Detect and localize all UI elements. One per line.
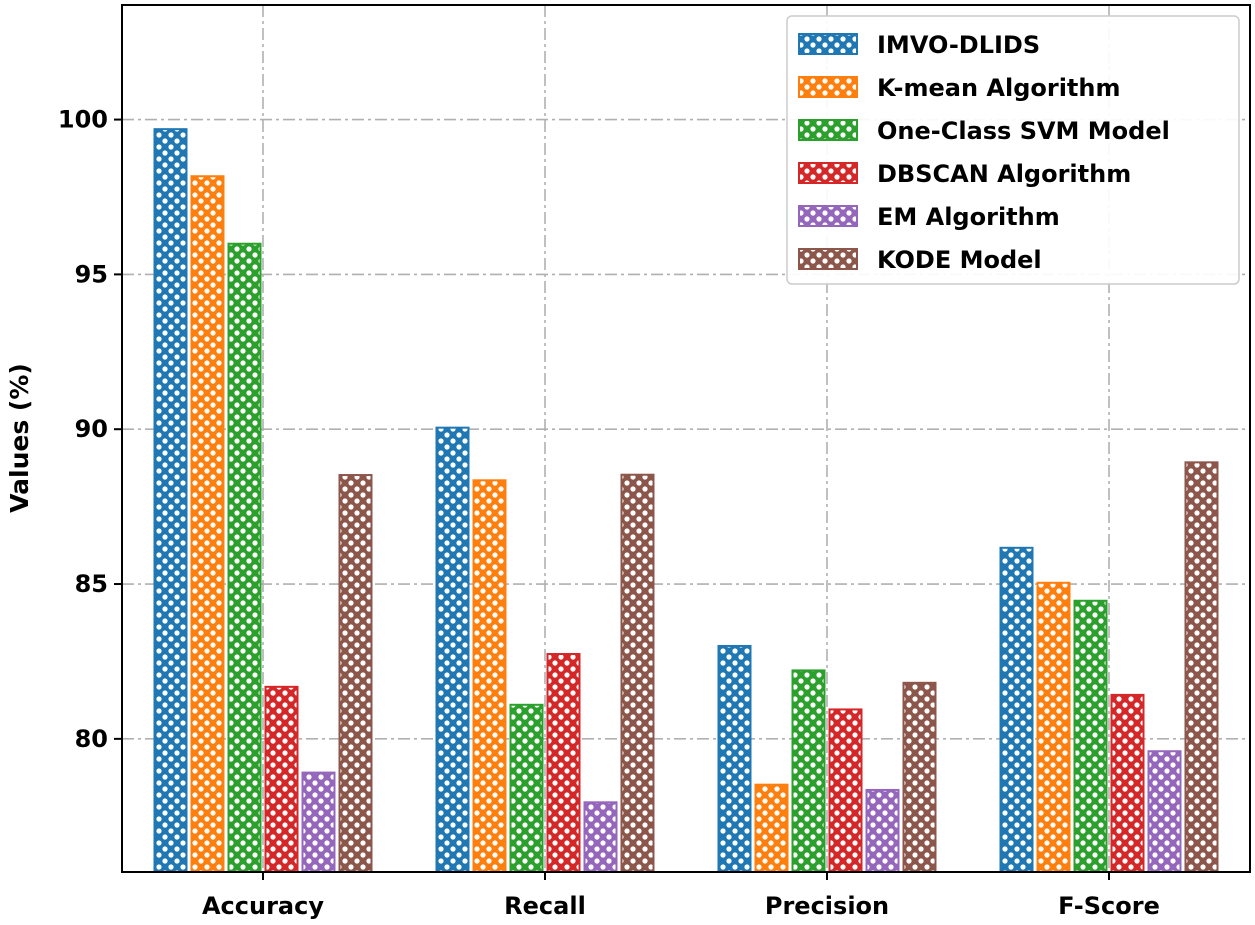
bar-em-algorithm-recall	[583, 801, 618, 874]
bars	[153, 128, 1219, 874]
bar-kode-model-precision	[902, 681, 937, 874]
plot-frame	[121, 4, 1251, 873]
bar-one-class-svm-model-f-score	[1073, 599, 1108, 873]
legend-swatch	[798, 119, 858, 141]
y-tick-label: 90	[75, 415, 108, 443]
y-axis: 80 85 90 95 100	[58, 106, 122, 753]
bar-dbscan-algorithm-accuracy	[264, 685, 299, 873]
y-tick-label: 95	[75, 260, 108, 288]
legend-swatch	[798, 33, 858, 55]
legend-swatch	[798, 162, 858, 184]
legend-label: EM Algorithm	[877, 203, 1060, 231]
x-tick-label: Accuracy	[202, 892, 324, 920]
legend-swatch	[798, 76, 858, 98]
bar-dbscan-algorithm-f-score	[1110, 693, 1145, 873]
bar-dbscan-algorithm-recall	[546, 653, 581, 873]
legend-swatch	[798, 205, 858, 227]
y-axis-label: Values (%)	[5, 363, 34, 513]
legend-label: DBSCAN Algorithm	[877, 160, 1131, 188]
bar-imvo-dlids-f-score	[999, 546, 1034, 874]
x-axis: Accuracy Recall Precision F-Score	[202, 872, 1160, 920]
bar-kode-model-recall	[620, 473, 655, 873]
x-tick-label: F-Score	[1058, 892, 1160, 920]
legend-box	[786, 15, 1240, 285]
x-tick-label: Recall	[504, 892, 586, 920]
x-tick-label: Precision	[765, 892, 889, 920]
bar-k-mean-algorithm-recall	[472, 479, 507, 873]
bar-imvo-dlids-accuracy	[153, 128, 188, 873]
bar-k-mean-algorithm-precision	[754, 783, 789, 874]
legend-label: IMVO-DLIDS	[877, 31, 1040, 59]
bar-one-class-svm-model-recall	[509, 703, 544, 873]
legend-label: K-mean Algorithm	[877, 74, 1121, 102]
bar-kode-model-f-score	[1184, 461, 1219, 873]
bar-one-class-svm-model-accuracy	[227, 242, 262, 874]
y-tick-label: 100	[58, 106, 108, 134]
bar-em-algorithm-precision	[865, 788, 900, 873]
y-tick-label: 80	[75, 725, 108, 753]
legend-label: One-Class SVM Model	[877, 117, 1170, 145]
legend-label: KODE Model	[877, 246, 1042, 274]
bar-k-mean-algorithm-f-score	[1036, 581, 1071, 873]
bar-one-class-svm-model-precision	[791, 669, 826, 873]
bar-dbscan-algorithm-precision	[828, 708, 863, 873]
y-tick-label: 85	[75, 570, 108, 598]
bar-kode-model-accuracy	[338, 474, 373, 873]
legend-swatch	[798, 248, 858, 270]
bar-imvo-dlids-recall	[435, 426, 470, 873]
bar-em-algorithm-f-score	[1147, 750, 1182, 873]
legend: IMVO-DLIDS K-mean Algorithm One-Class SVM …	[786, 15, 1240, 285]
bar-em-algorithm-accuracy	[301, 771, 336, 873]
bar-k-mean-algorithm-accuracy	[190, 175, 225, 874]
bar-imvo-dlids-precision	[717, 644, 752, 873]
